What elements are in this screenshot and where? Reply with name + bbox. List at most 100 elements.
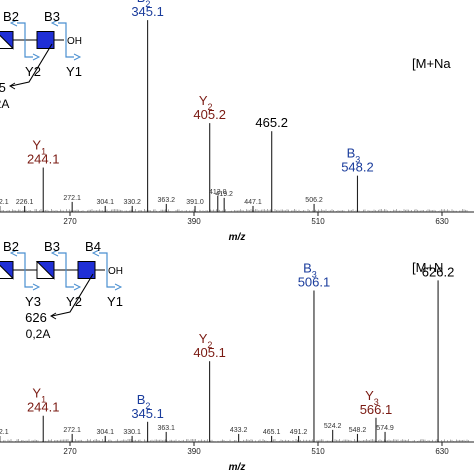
scheme-y-label-2: Y1 bbox=[107, 294, 123, 309]
peak-label-7: 413.0 bbox=[209, 189, 227, 196]
scheme-y-label-0: Y2 bbox=[25, 64, 41, 79]
spectrum-panel-bottom: 270 390 510 630 m/z 202.1 272.1 304.1 330.1 363.1… bbox=[0, 239, 474, 473]
cleavage-bracket-0 bbox=[17, 252, 33, 288]
x-tick-label-1: 390 bbox=[187, 447, 201, 456]
cleavage-bracket-0 bbox=[17, 22, 33, 58]
x-tick-label-2: 510 bbox=[311, 447, 325, 456]
scheme-b-letter-0: B2 bbox=[3, 9, 19, 24]
annotated-ion-0: Y1 bbox=[32, 138, 46, 157]
y-arrow-2 bbox=[114, 283, 123, 291]
y-arrow-0 bbox=[32, 283, 41, 291]
annotated-mz-4: 548.2 bbox=[341, 160, 374, 175]
residue-1 bbox=[36, 31, 55, 49]
annotated-ion-0-letter: Y bbox=[32, 386, 41, 401]
peak-label-4: 363.1 bbox=[157, 425, 175, 432]
cleavage-bracket-1 bbox=[58, 22, 74, 58]
annotated-ion-3-letter: B bbox=[303, 261, 312, 276]
annotated-ion-4: B3 bbox=[347, 146, 361, 165]
scheme-b-label-0: B2 bbox=[3, 9, 19, 24]
scheme-b-letter-1: B3 bbox=[44, 239, 60, 254]
annotated-ion-2-subscript: 2 bbox=[207, 340, 212, 350]
cross-ring-mass: 465 bbox=[0, 80, 6, 95]
peak-label-7: 491.2 bbox=[290, 429, 308, 436]
annotated-mz-4: 566.1 bbox=[360, 402, 393, 417]
annotated-ion-3: B3 bbox=[303, 261, 317, 280]
cross-ring-label: 0,2A bbox=[0, 97, 9, 111]
peak-label-0: 202.1 bbox=[0, 199, 9, 206]
x-axis-title: m/z bbox=[229, 232, 246, 243]
annotated-ion-4-letter: B bbox=[347, 146, 356, 161]
peak-label-10: 574.9 bbox=[376, 425, 394, 432]
annotated-ion-1: B2 bbox=[137, 0, 151, 9]
scheme-b-label-1: B3 bbox=[44, 239, 60, 254]
b-arrow-1 bbox=[50, 19, 59, 27]
cross-ring-mass: 626 bbox=[25, 310, 47, 325]
peak-label-6: 391.0 bbox=[186, 199, 204, 206]
x-tick-label-2: 510 bbox=[311, 217, 325, 226]
annotated-ion-2-letter: Y bbox=[199, 331, 208, 346]
b-arrow-2 bbox=[91, 249, 100, 257]
x-tick-label-1: 390 bbox=[187, 217, 201, 226]
annotated-mz-1: 345.1 bbox=[131, 406, 164, 421]
peak-label-2: 304.1 bbox=[96, 429, 114, 436]
peak-label-2: 272.1 bbox=[63, 195, 81, 202]
reducing-terminus: OH bbox=[108, 266, 123, 277]
cleavage-bracket-2 bbox=[99, 252, 115, 288]
annotated-mz-2: 405.1 bbox=[193, 345, 226, 360]
annotated-ion-1: B2 bbox=[137, 392, 151, 411]
reducing-terminus: OH bbox=[67, 36, 82, 47]
peak-label-8: 419.2 bbox=[215, 191, 233, 198]
scheme-b-label-1: B3 bbox=[44, 9, 60, 24]
annotated-ion-3-subscript: 3 bbox=[312, 270, 317, 280]
y-arrow-0 bbox=[32, 53, 41, 61]
peak-label-1: 272.1 bbox=[63, 427, 81, 434]
scheme-b-letter-1: B3 bbox=[44, 9, 60, 24]
cleavage-bracket-1 bbox=[58, 252, 74, 288]
peak-label-9: 548.2 bbox=[349, 427, 367, 434]
peak-label-1: 226.1 bbox=[16, 199, 34, 206]
b-arrow-1 bbox=[50, 249, 59, 257]
annotated-ion-4: Y3 bbox=[365, 388, 379, 407]
annotated-ion-2-subscript: 2 bbox=[208, 102, 213, 112]
peak-label-9: 447.1 bbox=[244, 199, 262, 206]
peak-label-3: 304.1 bbox=[96, 199, 114, 206]
annotated-ion-4-subscript: 3 bbox=[355, 155, 360, 165]
annotated-mz-0: 244.1 bbox=[27, 400, 60, 415]
annotated-ion-2: Y2 bbox=[199, 93, 213, 112]
y-arrow-1 bbox=[73, 53, 82, 61]
b-arrow-0 bbox=[9, 19, 18, 27]
annotated-ion-1-letter: B bbox=[137, 392, 146, 407]
peak-label-3: 330.1 bbox=[123, 429, 141, 436]
peak-label-5: 363.2 bbox=[158, 197, 176, 204]
y-arrow-1 bbox=[73, 283, 82, 291]
annotated-ion-4-subscript: 3 bbox=[374, 397, 379, 407]
peak-label-8: 524.2 bbox=[324, 423, 342, 430]
x-axis-title: m/z bbox=[229, 462, 246, 473]
scheme-b-letter-2: B4 bbox=[85, 239, 101, 254]
annotated-ion-0-subscript: 1 bbox=[41, 147, 46, 157]
x-tick-label-0: 270 bbox=[63, 217, 77, 226]
annotated-ion-2: Y2 bbox=[199, 331, 213, 350]
residue-half-1 bbox=[35, 261, 55, 280]
annotated-ion-1-subscript: 2 bbox=[145, 0, 150, 9]
b-arrow-0 bbox=[9, 249, 18, 257]
residue-half-0 bbox=[0, 31, 14, 50]
peak-label-4: 330.2 bbox=[123, 199, 141, 206]
scheme-b-label-0: B2 bbox=[3, 239, 19, 254]
annotated-ion-1-letter: B bbox=[137, 0, 146, 5]
scheme-y-label-0: Y3 bbox=[25, 294, 41, 309]
annotated-mz-5: 626.2 bbox=[422, 264, 455, 279]
adduct-label: [M+Na bbox=[412, 56, 451, 71]
x-tick-label-3: 630 bbox=[435, 447, 449, 456]
adduct-label: [M+N bbox=[412, 260, 443, 275]
cross-ring-arrowhead bbox=[9, 82, 16, 90]
scheme-b-label-2: B4 bbox=[85, 239, 101, 254]
scheme-b-letter-0: B2 bbox=[3, 239, 19, 254]
peak-label-5: 433.2 bbox=[230, 427, 248, 434]
residue-2 bbox=[77, 261, 96, 279]
annotated-mz-2: 405.2 bbox=[193, 107, 226, 122]
annotated-mz-0: 244.1 bbox=[27, 152, 60, 167]
scheme-y-label-1: Y2 bbox=[66, 294, 82, 309]
annotated-ion-0-letter: Y bbox=[32, 138, 41, 153]
